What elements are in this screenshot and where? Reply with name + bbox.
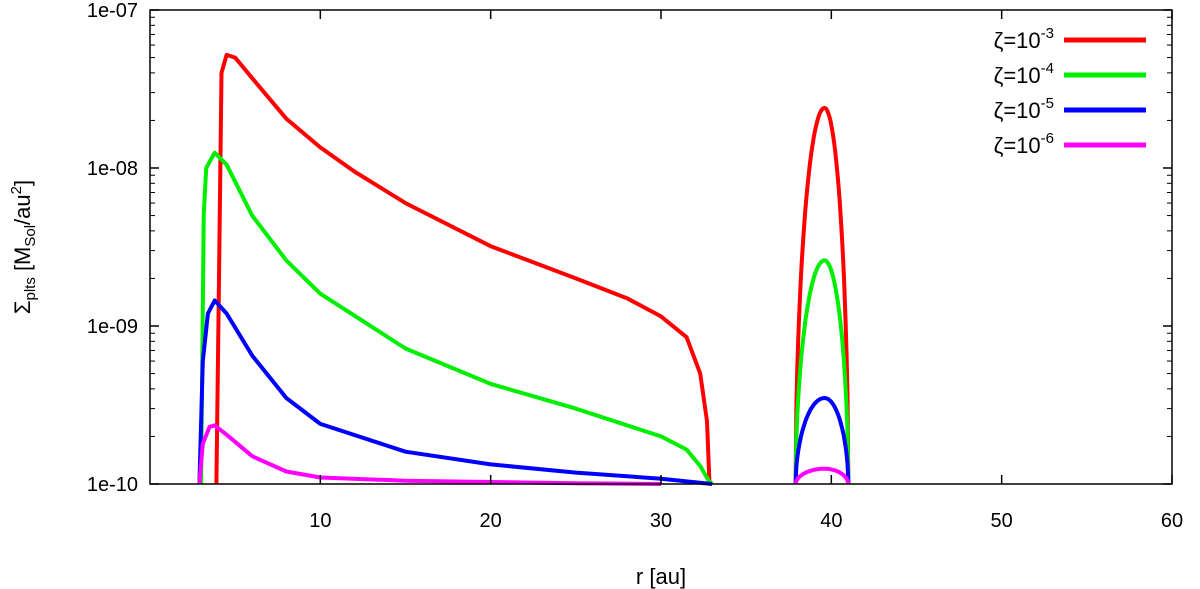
y-tick-label: 1e-09 — [87, 316, 138, 338]
y-axis-label-unit-sup: 2 — [8, 186, 25, 194]
series-line-1 — [214, 52, 712, 485]
legend-item: ζ=10-6 — [994, 130, 1146, 158]
series-ring-4 — [793, 466, 851, 485]
x-tick-label: 20 — [480, 510, 502, 532]
y-tick-label: 1e-10 — [87, 474, 138, 496]
y-axis-label-post: ] — [10, 180, 35, 186]
x-tick-label: 60 — [1161, 510, 1183, 532]
legend-item: ζ=10-5 — [994, 95, 1146, 123]
legend-label: ζ=10-3 — [994, 25, 1054, 53]
series-ring-1 — [793, 105, 851, 485]
y-tick-label: 1e-07 — [87, 0, 138, 22]
series-line-4 — [197, 423, 662, 486]
y-axis-label-pre: [M — [10, 247, 35, 278]
legend-item: ζ=10-4 — [994, 60, 1146, 88]
y-axis-label-mid: /au — [10, 194, 35, 225]
x-tick-label: 50 — [991, 510, 1013, 532]
series-line-3 — [197, 298, 713, 486]
series-line-2 — [199, 150, 714, 486]
legend: ζ=10-3 ζ=10-4 ζ=10-5 ζ=10-6 — [994, 25, 1146, 158]
legend-item: ζ=10-3 — [994, 25, 1146, 53]
series-ring-3 — [793, 396, 851, 485]
legend-label: ζ=10-4 — [994, 60, 1054, 88]
axis-ticks: 10 20 30 40 50 60 1e-10 1e-09 1e-08 1e-07 — [87, 0, 1183, 532]
y-axis-label-unit-sub: Sol — [22, 225, 39, 247]
y-axis-label-base: Σ — [10, 301, 35, 315]
legend-label: ζ=10-5 — [994, 95, 1054, 123]
series-lines — [197, 52, 851, 486]
x-axis-label: r [au] — [636, 564, 686, 589]
legend-label: ζ=10-6 — [994, 130, 1054, 158]
x-tick-label: 30 — [650, 510, 672, 532]
y-tick-label: 1e-08 — [87, 158, 138, 180]
series-ring-2 — [793, 258, 851, 485]
x-tick-label: 40 — [820, 510, 842, 532]
y-axis-label-base-sub: plts — [22, 277, 39, 300]
x-tick-label: 10 — [309, 510, 331, 532]
y-axis-label: Σplts [MSol/au2] — [8, 180, 39, 314]
